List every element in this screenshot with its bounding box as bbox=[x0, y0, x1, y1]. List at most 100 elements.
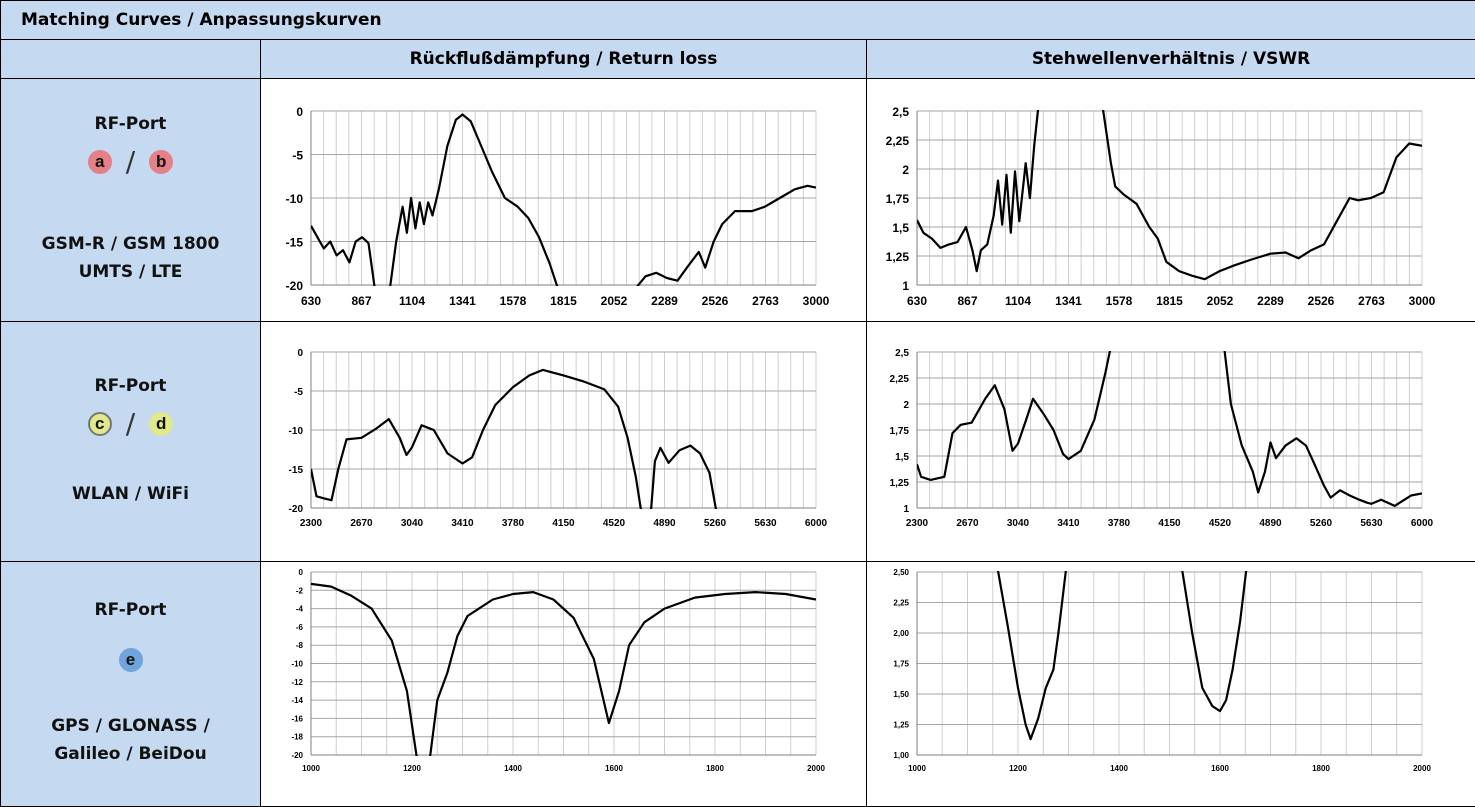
y-tick-label: -8 bbox=[296, 641, 304, 650]
x-tick-label: 2526 bbox=[1308, 294, 1335, 308]
y-tick-label: 2,25 bbox=[886, 134, 910, 148]
x-tick-label: 2289 bbox=[1257, 294, 1284, 308]
y-tick-label: 1 bbox=[902, 279, 909, 293]
x-tick-label: 1104 bbox=[1005, 294, 1031, 308]
row-label-3: RF-Port e GPS / GLONASS / Galileo / BeiD… bbox=[1, 562, 261, 807]
x-tick-label: 3780 bbox=[1108, 518, 1131, 529]
x-tick-label: 2000 bbox=[1413, 764, 1431, 773]
y-tick-label: -10 bbox=[286, 192, 304, 206]
band-label: WLAN / WiFi bbox=[1, 480, 260, 508]
x-tick-label: 5630 bbox=[754, 518, 777, 529]
page-title: Matching Curves / Anpassungskurven bbox=[1, 1, 1475, 40]
x-tick-label: 4520 bbox=[603, 518, 626, 529]
x-tick-label: 1578 bbox=[500, 294, 527, 308]
y-tick-label: 1,75 bbox=[886, 192, 910, 206]
x-tick-label: 1341 bbox=[1055, 294, 1082, 308]
series-line-2 bbox=[1182, 570, 1246, 712]
rf-port-label: RF-Port bbox=[1, 114, 260, 134]
x-tick-label: 3410 bbox=[451, 518, 474, 529]
x-tick-label: 5260 bbox=[1310, 518, 1333, 529]
x-tick-label: 1104 bbox=[399, 294, 425, 308]
band-label: GSM-R / GSM 1800 bbox=[1, 230, 260, 258]
x-tick-label: 1400 bbox=[1110, 764, 1128, 773]
x-tick-label: 2052 bbox=[1207, 294, 1234, 308]
x-tick-label: 1800 bbox=[706, 764, 724, 773]
x-tick-label: 2763 bbox=[752, 294, 779, 308]
x-tick-label: 1800 bbox=[1312, 764, 1330, 773]
series-line-3 bbox=[635, 186, 816, 289]
x-tick-label: 1815 bbox=[550, 294, 577, 308]
band-label: Galileo / BeiDou bbox=[1, 740, 260, 768]
x-tick-label: 3040 bbox=[401, 518, 424, 529]
x-tick-label: 4890 bbox=[1259, 518, 1282, 529]
x-tick-label: 4150 bbox=[1158, 518, 1181, 529]
y-tick-label: -20 bbox=[286, 279, 304, 293]
port-marker: e bbox=[119, 648, 143, 672]
y-tick-label: 1,5 bbox=[895, 452, 909, 463]
y-tick-label: 2 bbox=[903, 400, 909, 411]
series-line-1 bbox=[311, 584, 417, 760]
port-markers: e bbox=[1, 648, 260, 672]
x-tick-label: 2289 bbox=[651, 294, 678, 308]
y-tick-label: 0 bbox=[297, 348, 303, 359]
y-tick-label: 2 bbox=[902, 163, 909, 177]
x-tick-label: 1000 bbox=[302, 764, 320, 773]
x-tick-label: 2300 bbox=[300, 518, 323, 529]
y-tick-label: -20 bbox=[289, 504, 304, 515]
y-tick-label: 1,25 bbox=[886, 250, 910, 264]
x-tick-label: 6000 bbox=[1411, 518, 1434, 529]
x-tick-label: 1400 bbox=[504, 764, 522, 773]
series-line-2 bbox=[651, 446, 717, 512]
x-tick-label: 2670 bbox=[956, 518, 979, 529]
y-tick-label: 2,25 bbox=[893, 599, 909, 608]
y-tick-label: -12 bbox=[291, 678, 303, 687]
header-empty-cell bbox=[1, 40, 261, 79]
series-line-1 bbox=[311, 226, 375, 289]
x-tick-label: 5260 bbox=[704, 518, 727, 529]
y-tick-label: -18 bbox=[291, 733, 303, 742]
x-tick-label: 630 bbox=[907, 294, 927, 308]
x-tick-label: 867 bbox=[351, 294, 371, 308]
y-tick-label: 1,5 bbox=[892, 221, 909, 235]
y-tick-label: -16 bbox=[291, 714, 303, 723]
series-line-1 bbox=[917, 105, 1039, 271]
row-label-2: RF-Port c / d WLAN / WiFi bbox=[1, 322, 261, 562]
x-tick-label: 1578 bbox=[1106, 294, 1133, 308]
separator-slash: / bbox=[126, 150, 135, 174]
y-tick-label: -15 bbox=[289, 465, 304, 476]
y-tick-label: -14 bbox=[291, 696, 303, 705]
x-tick-label: 1200 bbox=[1009, 764, 1027, 773]
x-tick-label: 2526 bbox=[702, 294, 729, 308]
band-label: GPS / GLONASS / bbox=[1, 712, 260, 740]
y-tick-label: -20 bbox=[291, 751, 303, 760]
y-tick-label: 2,50 bbox=[893, 568, 909, 577]
port-markers: c / d bbox=[1, 412, 260, 436]
y-tick-label: 1,75 bbox=[893, 660, 909, 669]
rf-port-label: RF-Port bbox=[1, 376, 260, 396]
y-tick-label: 1,75 bbox=[890, 426, 910, 437]
port-marker: d bbox=[149, 412, 173, 436]
x-tick-label: 867 bbox=[957, 294, 977, 308]
y-tick-label: 2,5 bbox=[892, 105, 909, 119]
y-tick-label: -5 bbox=[294, 387, 303, 398]
y-tick-label: -5 bbox=[292, 149, 303, 163]
rf-port-label: RF-Port bbox=[1, 600, 260, 620]
y-tick-label: 2,5 bbox=[895, 348, 909, 359]
series-line-2 bbox=[390, 115, 558, 290]
separator-slash: / bbox=[126, 412, 135, 436]
row-label-1: RF-Port a / b GSM-R / GSM 1800 UMTS / LT… bbox=[1, 79, 261, 322]
series-line-1 bbox=[998, 570, 1066, 740]
port-marker: b bbox=[149, 150, 173, 174]
y-tick-label: 2,00 bbox=[893, 629, 909, 638]
x-tick-label: 1600 bbox=[1211, 764, 1229, 773]
x-tick-label: 4890 bbox=[653, 518, 676, 529]
